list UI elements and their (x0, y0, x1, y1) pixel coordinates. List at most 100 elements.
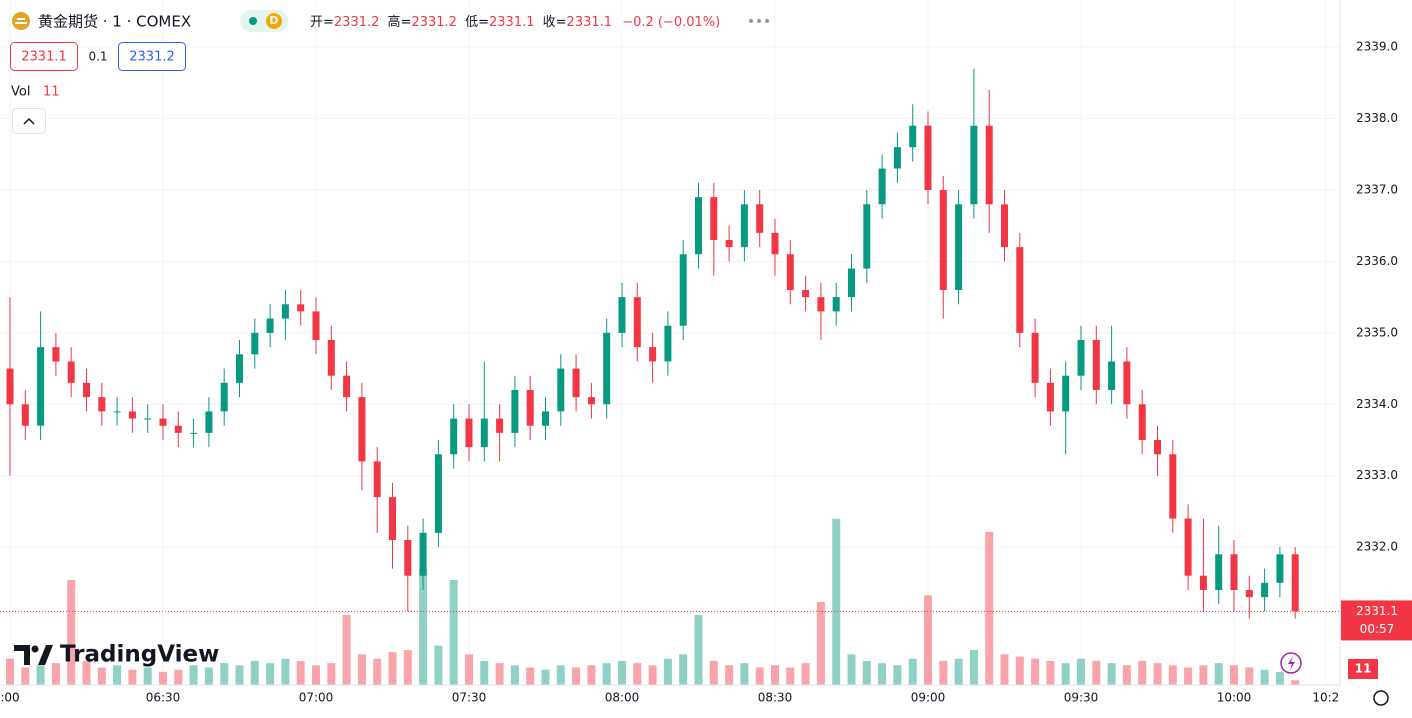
x-tick-label: 07:30 (452, 691, 487, 705)
volume-tag-label: 11 (1355, 662, 1372, 676)
candle-body (587, 397, 595, 405)
volume-bar (786, 667, 795, 685)
volume-bar (1199, 665, 1208, 685)
symbol-title[interactable]: 黄金期货 · 1 · COMEX (38, 13, 191, 31)
volume-bar (771, 665, 779, 685)
candle-body (1031, 332, 1039, 383)
change: −0.2 (−0.01%) (622, 15, 720, 30)
volume-bar (1077, 658, 1085, 685)
volume-bar (480, 660, 489, 685)
collapse-button[interactable] (12, 108, 46, 134)
volume-bar (373, 658, 382, 685)
candle-body (572, 368, 580, 398)
candle-body (1154, 440, 1161, 455)
volume-bar (449, 580, 458, 685)
candle-body (802, 290, 810, 298)
more-menu[interactable] (749, 19, 769, 23)
ask-box[interactable] (118, 42, 186, 71)
volume-bar (1046, 660, 1055, 685)
y-tick-label: 2337.0 (1356, 183, 1398, 197)
candle-body (496, 418, 504, 433)
candle-body (848, 268, 855, 298)
volume-bar (587, 665, 596, 685)
candle-body (1199, 575, 1207, 590)
axes: 2332.0 2333.0 2334.0 2335.0 2336.0 2337.0 2338… (0, 40, 1412, 705)
volume-bar (312, 665, 320, 685)
y-tick-label: 2336.0 (1356, 254, 1398, 268)
open-label: 开= (310, 15, 334, 30)
volume-bar (556, 665, 565, 685)
y-tick-label: 2334.0 (1356, 397, 1398, 411)
candle-body (190, 432, 198, 434)
y-tick-label: 2338.0 (1356, 111, 1398, 125)
volume-bar (388, 652, 397, 685)
x-tick-label: 08:00 (605, 691, 640, 705)
candle-body (1062, 375, 1070, 412)
candle-body (633, 297, 641, 348)
candle-body (480, 418, 488, 448)
bid-box[interactable] (10, 42, 78, 71)
candle-body (373, 461, 381, 498)
volume-bar (1092, 660, 1101, 685)
candle-body (281, 304, 289, 319)
volume-bar (1184, 667, 1193, 685)
volume-bar (419, 569, 428, 685)
candle-body (1138, 404, 1146, 440)
logo[interactable]: TradingView (14, 642, 219, 668)
candle-body (220, 382, 228, 412)
candle-body (893, 147, 901, 169)
volume-bar (1214, 663, 1223, 685)
volume-bar (954, 658, 963, 685)
y-tick-label: 2339.0 (1356, 40, 1398, 54)
volume-bar (862, 660, 871, 685)
volume-bar (1122, 665, 1131, 685)
candle-body (909, 125, 917, 148)
ask: 2331.2 (129, 50, 175, 65)
volume-bar (1061, 663, 1070, 685)
volume-bar (694, 615, 703, 685)
badge-circle (266, 13, 282, 29)
volume-bar (1230, 665, 1238, 685)
y-tick-label: 2332.0 (1356, 540, 1398, 554)
candle-body (297, 304, 305, 312)
settings-icon[interactable] (1373, 690, 1389, 706)
candle-body (37, 347, 45, 426)
volume-bar (342, 615, 351, 685)
candle-body (817, 297, 825, 312)
candle-body (52, 347, 60, 362)
candle-body (312, 311, 320, 340)
candle-body (557, 368, 565, 412)
x-tick-label: 10:2 (1312, 691, 1339, 705)
volume-bar (67, 580, 76, 685)
volume-bar (1031, 658, 1040, 685)
volume-bar (908, 658, 917, 685)
volume-bar (663, 658, 672, 685)
ohlc-legend: 开=2331.2 高=2331.2 低=2331.1 收=2331.1 −0.2… (310, 14, 720, 30)
low-value: 2331.1 (489, 15, 535, 30)
x-tick-label: 07:00 (299, 691, 334, 705)
candle-body (98, 397, 106, 412)
candle-body (343, 375, 351, 398)
candle-body (1001, 204, 1008, 248)
candle-body (526, 390, 534, 426)
volume-bar (36, 665, 45, 685)
candle-body (786, 254, 794, 290)
candle-body (955, 204, 963, 290)
chevron (23, 117, 35, 125)
volume-bar (679, 654, 688, 685)
volume-bar (21, 667, 30, 685)
x-tick-label: 10:00 (1217, 691, 1252, 705)
volume-bar (1153, 663, 1162, 685)
candle-body (174, 425, 182, 433)
candle-body (1108, 361, 1116, 390)
volume-bar (633, 663, 642, 685)
volume-bar (266, 663, 275, 685)
candle-body (771, 232, 779, 255)
candle-body (434, 454, 442, 533)
volume-bar (250, 660, 259, 685)
candle-body (710, 197, 718, 240)
low-label: 低= (465, 15, 489, 30)
volume-bar (128, 669, 137, 685)
volume-bar (725, 665, 734, 685)
